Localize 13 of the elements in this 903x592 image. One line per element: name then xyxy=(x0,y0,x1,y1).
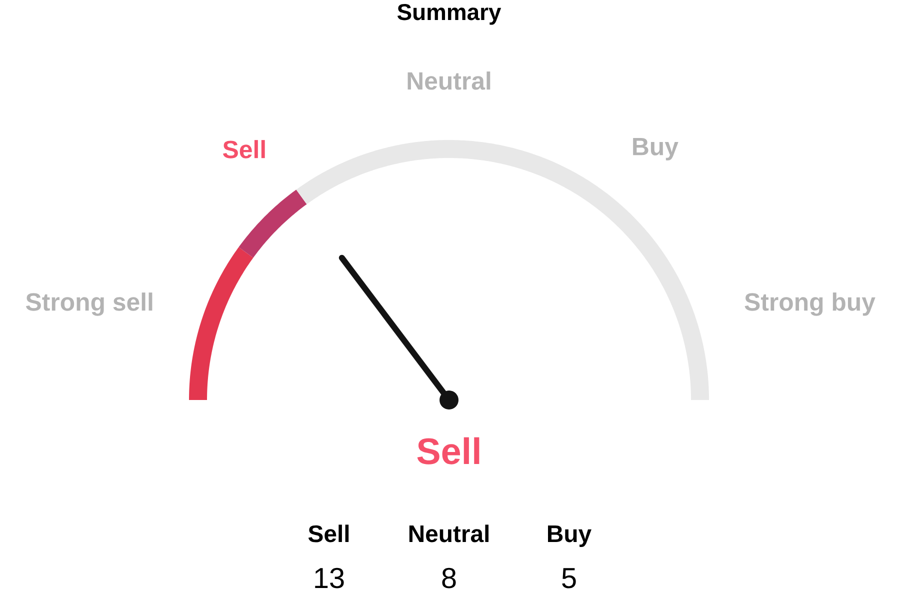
data-label: 13 xyxy=(315,568,344,588)
text: Sell xyxy=(417,437,480,464)
slice-label: Sell xyxy=(223,140,265,158)
category-label: Neutral xyxy=(409,524,488,542)
text: Buy xyxy=(633,138,678,160)
text: Strong buy xyxy=(744,292,876,316)
slice-label: Strong sell xyxy=(26,292,152,316)
category-label: Sell xyxy=(308,524,349,542)
data-label: 8 xyxy=(442,568,456,588)
text: Neutral xyxy=(408,72,490,90)
chart-title: Summary xyxy=(397,4,502,25)
data-label: 5 xyxy=(562,568,576,588)
category-label: Buy xyxy=(548,526,592,547)
